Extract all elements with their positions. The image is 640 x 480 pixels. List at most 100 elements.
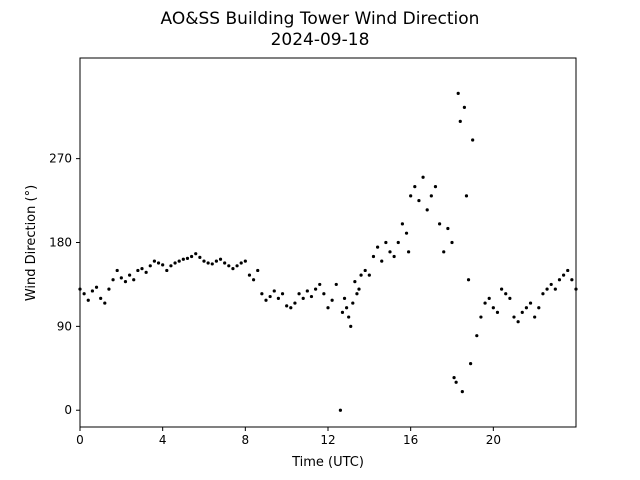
data-point <box>475 334 479 338</box>
data-point <box>276 296 280 301</box>
data-point <box>342 296 347 301</box>
data-point <box>198 255 202 260</box>
data-point <box>433 184 438 189</box>
data-point <box>123 280 128 284</box>
data-point <box>223 261 227 265</box>
data-point <box>272 289 276 293</box>
data-point <box>421 175 425 179</box>
data-point <box>214 259 218 263</box>
data-point <box>231 266 235 271</box>
data-point <box>86 298 90 302</box>
data-point <box>357 287 361 291</box>
data-point <box>256 268 260 273</box>
data-point <box>318 282 322 287</box>
data-point <box>456 91 460 96</box>
data-point <box>460 389 464 394</box>
data-point <box>322 292 326 296</box>
data-point <box>553 287 557 291</box>
data-point <box>508 296 512 301</box>
y-axis-label: Wind Direction (°) <box>24 185 39 301</box>
data-point <box>483 301 487 305</box>
data-point <box>466 278 471 282</box>
data-point <box>504 292 508 296</box>
data-point <box>541 292 545 296</box>
data-point <box>314 287 318 291</box>
data-point <box>285 304 289 308</box>
data-point <box>347 315 351 319</box>
data-point <box>458 119 462 123</box>
data-point <box>495 310 500 314</box>
data-point <box>537 306 541 310</box>
y-tick-label: 90 <box>57 319 72 333</box>
data-point <box>194 252 198 256</box>
data-point <box>429 194 433 198</box>
data-point <box>491 306 495 310</box>
data-point <box>454 380 458 384</box>
data-point <box>417 198 421 203</box>
data-point <box>442 250 446 254</box>
data-point <box>345 306 349 310</box>
data-point <box>90 289 94 293</box>
data-point <box>326 306 330 310</box>
data-point <box>177 259 181 263</box>
data-point <box>309 294 314 299</box>
data-point <box>407 250 411 254</box>
data-points <box>78 91 578 412</box>
data-point <box>156 261 161 265</box>
data-point <box>210 262 214 266</box>
x-tick-label: 8 <box>242 433 250 447</box>
data-point <box>413 184 417 189</box>
data-point <box>524 306 529 310</box>
data-point <box>169 264 173 268</box>
data-point <box>388 250 392 254</box>
data-point <box>301 296 305 301</box>
data-point <box>239 261 243 265</box>
data-point <box>115 268 119 273</box>
chart-title: AO&SS Building Tower Wind Direction <box>161 9 480 29</box>
data-point <box>293 301 297 305</box>
data-point <box>140 266 144 271</box>
data-point <box>289 306 293 310</box>
x-axis: 0 4 8 12 16 20 <box>76 427 501 447</box>
data-point <box>557 278 562 282</box>
data-point <box>469 362 473 366</box>
data-point <box>340 310 345 314</box>
data-point <box>181 257 185 261</box>
x-axis-label: Time (UTC) <box>291 455 364 470</box>
data-point <box>99 296 103 301</box>
data-point <box>227 264 231 268</box>
data-point <box>264 298 268 302</box>
data-point <box>549 282 553 287</box>
y-tick-label: 0 <box>64 403 72 417</box>
x-tick-label: 16 <box>403 433 418 447</box>
data-point <box>107 287 111 291</box>
data-point <box>471 138 475 142</box>
data-point <box>384 240 388 245</box>
data-point <box>367 273 371 277</box>
plot-frame <box>79 57 577 428</box>
data-point <box>516 320 520 324</box>
data-point <box>268 294 272 299</box>
data-point <box>349 324 353 328</box>
data-point <box>144 270 148 274</box>
data-point <box>218 257 223 261</box>
data-point <box>128 273 132 277</box>
data-point <box>400 222 404 226</box>
data-point <box>545 287 549 291</box>
data-point <box>500 287 504 291</box>
data-point <box>392 254 396 259</box>
data-point <box>247 273 252 277</box>
y-axis: 0 90 180 270 <box>49 152 80 417</box>
data-point <box>396 240 400 245</box>
data-point <box>297 292 301 296</box>
data-point <box>520 310 524 314</box>
data-point <box>152 259 156 263</box>
data-point <box>487 296 491 301</box>
data-point <box>464 194 469 198</box>
data-point <box>132 278 136 282</box>
data-point <box>566 268 570 273</box>
data-point <box>528 301 533 305</box>
x-tick-label: 4 <box>159 433 167 447</box>
data-point <box>533 315 537 319</box>
